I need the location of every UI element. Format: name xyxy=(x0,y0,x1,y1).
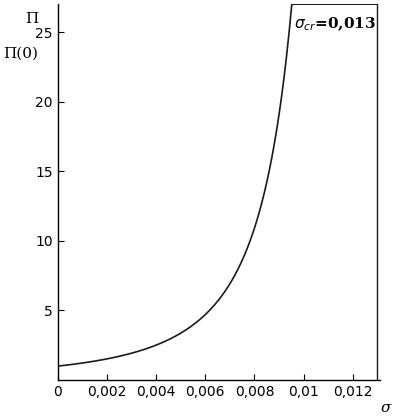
Text: Π: Π xyxy=(25,12,38,26)
Text: $\sigma_{cr}$=0,013: $\sigma_{cr}$=0,013 xyxy=(294,15,376,33)
Text: Π(0): Π(0) xyxy=(3,47,38,60)
Text: σ: σ xyxy=(380,401,391,415)
